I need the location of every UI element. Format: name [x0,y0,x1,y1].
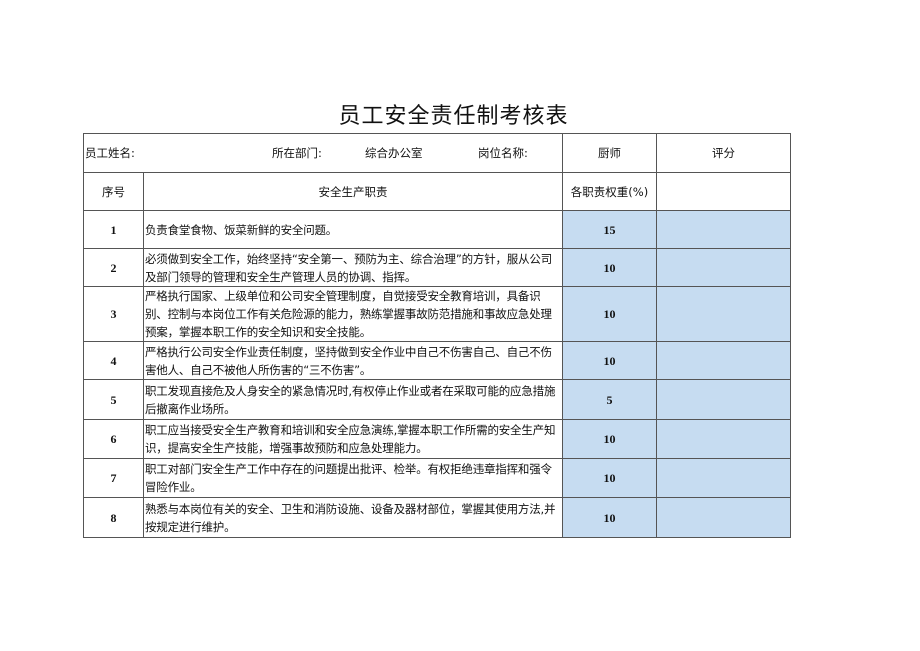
position-value: 厨师 [562,133,657,173]
row-weight: 10 [562,248,657,287]
row-weight: 10 [562,458,657,498]
score-header [656,172,791,211]
column-header-row: 序号 安全生产职责 各职责权重(%) [83,172,791,211]
row-weight: 5 [562,379,657,420]
row-weight: 15 [562,210,657,249]
row-score-input[interactable] [656,210,791,249]
row-score-input[interactable] [656,286,791,342]
row-index: 7 [83,458,144,498]
row-score-input[interactable] [656,341,791,380]
row-index: 5 [83,379,144,420]
position-label: 岗位名称: [478,146,528,160]
table-row: 1 负责食堂食物、饭菜新鲜的安全问题。 15 [83,210,791,249]
row-score-input[interactable] [656,458,791,498]
row-score-input[interactable] [656,497,791,538]
row-index: 4 [83,341,144,380]
table-row: 2 必须做到安全工作，始终坚持“安全第一、预防为主、综合治理”的方针，服从公司及部… [83,248,791,287]
department-value: 综合办公室 [365,146,423,160]
row-duty: 职工对部门安全生产工作中存在的问题提出批评、检举。有权拒绝违章指挥和强令冒险作业… [143,458,563,498]
department-label: 所在部门: [272,146,322,160]
row-index: 3 [83,286,144,342]
assessment-table: 员工姓名: 所在部门: 综合办公室 岗位名称: 厨师 评分 序号 安全生产职责 … [83,133,791,538]
table-row: 7 职工对部门安全生产工作中存在的问题提出批评、检举。有权拒绝违章指挥和强令冒险作… [83,458,791,498]
row-score-input[interactable] [656,419,791,459]
row-weight: 10 [562,497,657,538]
employee-name-label: 员工姓名: [85,146,135,160]
row-duty: 职工应当接受安全生产教育和培训和安全应急演练,掌握本职工作所需的安全生产知识，提… [143,419,563,459]
row-score-input[interactable] [656,248,791,287]
duty-header: 安全生产职责 [143,172,563,211]
row-weight: 10 [562,419,657,459]
row-duty: 熟悉与本岗位有关的安全、卫生和消防设施、设备及器材部位，掌握其使用方法,并按规定… [143,497,563,538]
table-row: 8 熟悉与本岗位有关的安全、卫生和消防设施、设备及器材部位，掌握其使用方法,并按规… [83,497,791,538]
table-row: 6 职工应当接受安全生产教育和培训和安全应急演练,掌握本职工作所需的安全生产知识，… [83,419,791,459]
row-index: 2 [83,248,144,287]
row-duty: 必须做到安全工作，始终坚持“安全第一、预防为主、综合治理”的方针，服从公司及部门… [143,248,563,287]
row-weight: 10 [562,286,657,342]
page-title: 员工安全责任制考核表 [338,104,569,129]
row-duty: 严格执行国家、上级单位和公司安全管理制度，自觉接受安全教育培训，具备识别、控制与… [143,286,563,342]
row-index: 8 [83,497,144,538]
row-weight: 10 [562,341,657,380]
table-row: 4 严格执行公司安全作业责任制度，坚持做到安全作业中自己不伤害自己、自己不伤害他人… [83,341,791,380]
row-score-input[interactable] [656,379,791,420]
table-row: 5 职工发现直接危及人身安全的紧急情况时,有权停止作业或者在采取可能的应急措施后撤… [83,379,791,420]
info-row: 员工姓名: 所在部门: 综合办公室 岗位名称: 厨师 评分 [83,133,791,173]
info-cell: 员工姓名: 所在部门: 综合办公室 岗位名称: [83,133,563,173]
row-duty: 职工发现直接危及人身安全的紧急情况时,有权停止作业或者在采取可能的应急措施后撤离… [143,379,563,420]
row-index: 1 [83,210,144,249]
row-duty: 负责食堂食物、饭菜新鲜的安全问题。 [143,210,563,249]
weight-header: 各职责权重(%) [562,172,657,211]
score-label: 评分 [656,133,791,173]
row-index: 6 [83,419,144,459]
table-row: 3 严格执行国家、上级单位和公司安全管理制度，自觉接受安全教育培训，具备识别、控制… [83,286,791,342]
row-duty: 严格执行公司安全作业责任制度，坚持做到安全作业中自己不伤害自己、自己不伤害他人、… [143,341,563,380]
index-header: 序号 [83,172,144,211]
